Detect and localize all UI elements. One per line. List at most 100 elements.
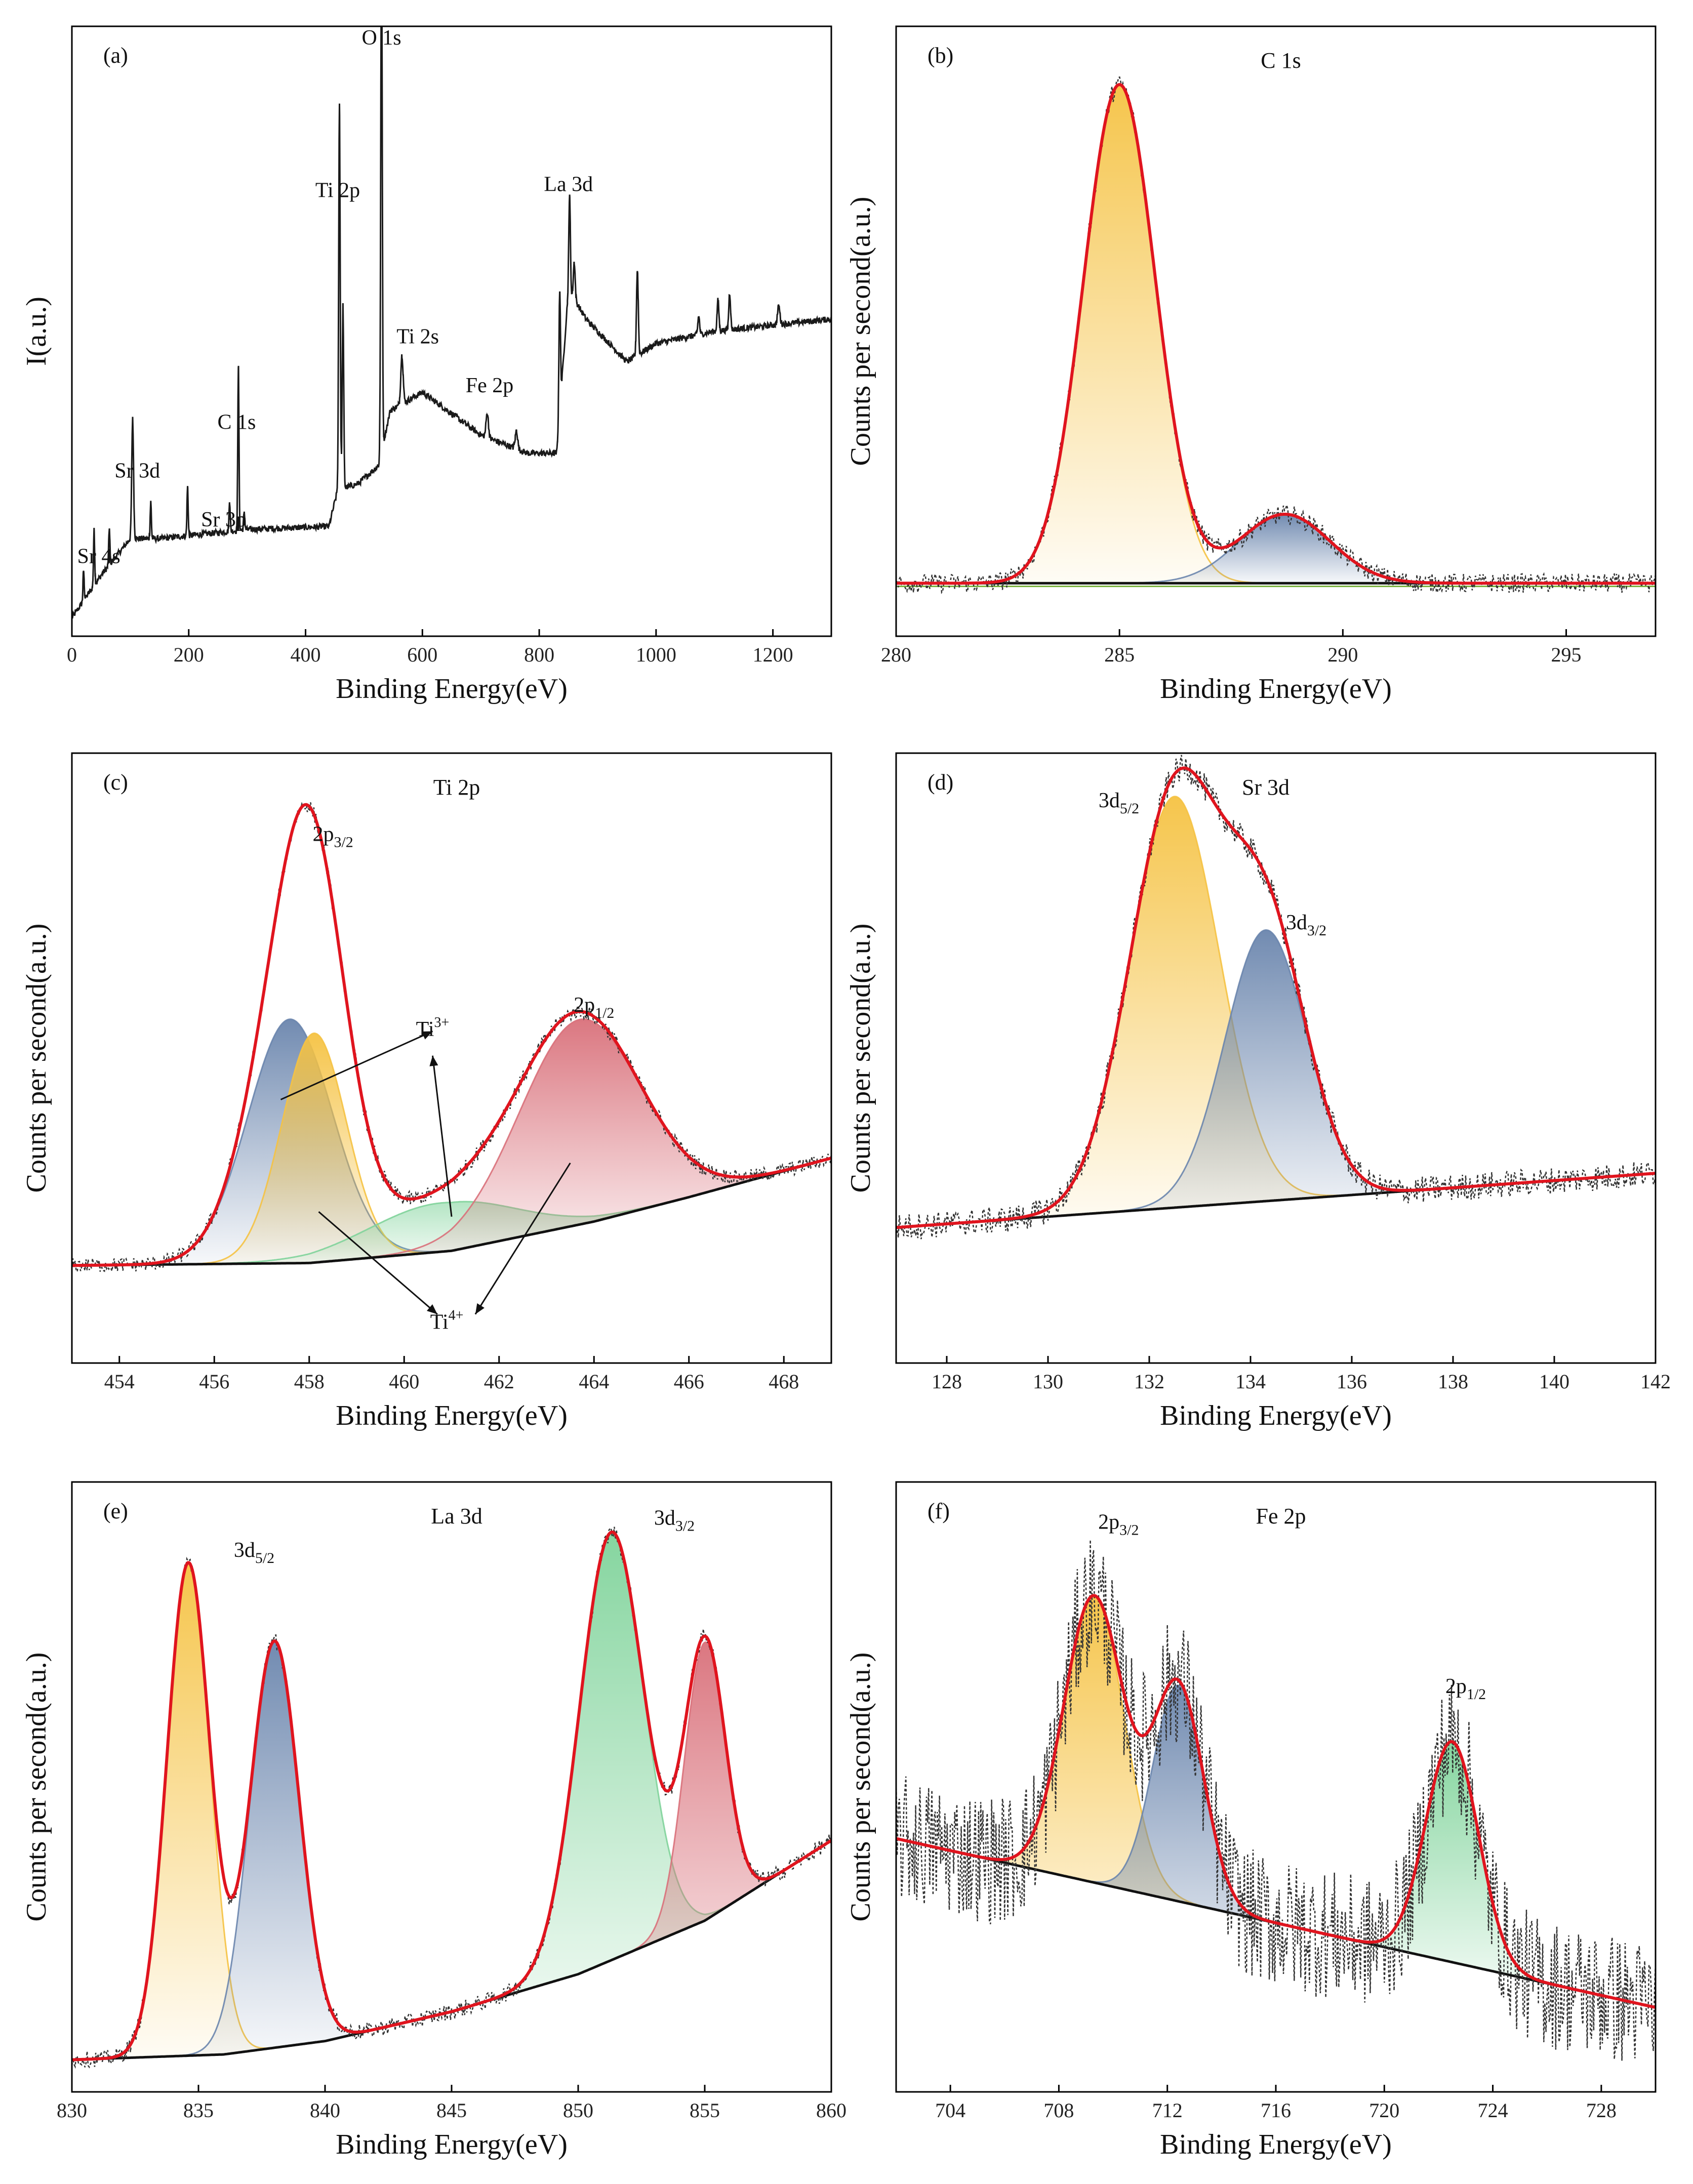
y-axis-label-f: Counts per second(a.u.): [845, 1653, 876, 1922]
peak-label-a-0: Sr 4s: [77, 545, 120, 568]
arrow-head-c-1: [429, 1055, 438, 1066]
x-tick-label-c-6: 466: [674, 1370, 704, 1393]
y-axis-label-b: Counts per second(a.u.): [845, 197, 876, 466]
y-axis-label-a: I(a.u.): [21, 297, 52, 366]
x-tick-label-f-5: 724: [1478, 2099, 1508, 2122]
peak-label-f-0: 2p3/2: [1098, 1511, 1139, 1539]
plot-frame-d: [895, 752, 1657, 1364]
arrow-line-c-3: [474, 1162, 571, 1315]
plot-frame-c: [71, 752, 832, 1364]
panel-e: 830 835 840 845 850 855 860 Binding Energy(eV) C…: [21, 1481, 846, 2160]
panel-tag-d: (d): [928, 770, 953, 795]
panel-c: 454 456 458 460 462 464 466 468 Binding Energy(e…: [21, 752, 832, 1431]
envelope-fit-line-f: [896, 1594, 1656, 2009]
plot-frame-a: [71, 25, 832, 637]
x-tick-label-f-2: 712: [1152, 2099, 1183, 2122]
x-tick-label-d-7: 142: [1640, 1370, 1671, 1393]
panel-tag-e: (e): [103, 1499, 128, 1523]
y-axis-label-e: Counts per second(a.u.): [21, 1653, 52, 1922]
raw-data-line-c: [72, 802, 831, 1273]
x-tick-label-f-4: 720: [1369, 2099, 1399, 2122]
x-tick-label-c-0: 454: [104, 1370, 135, 1393]
peak-label-c-2: Ti3+: [416, 1015, 450, 1041]
x-tick-label-a-5: 1000: [636, 643, 676, 666]
peak-label-a-8: La 3d: [544, 173, 593, 196]
x-tick-label-d-5: 138: [1438, 1370, 1468, 1393]
arrow-line-c-1: [432, 1055, 453, 1217]
arrow-line-c-2: [318, 1211, 438, 1315]
peak-label-e-1: 3d3/2: [654, 1507, 695, 1535]
x-axis-label-c: Binding Energy(eV): [336, 1400, 568, 1431]
survey-spectrum-line: [72, 26, 831, 619]
x-tick-label-b-2: 290: [1327, 643, 1358, 666]
x-tick-label-a-6: 1200: [753, 643, 793, 666]
peak-label-a-6: Ti 2s: [396, 325, 439, 349]
raw-data-line-b: [896, 76, 1656, 594]
panel-title-d: Sr 3d: [1242, 775, 1289, 800]
panel-a: 0 200 400 600 800 1000 1200 Binding Energy(eV) I…: [21, 25, 832, 705]
x-tick-label-c-7: 468: [769, 1370, 799, 1393]
envelope-fit-line-c: [72, 803, 831, 1267]
x-axis-label-e: Binding Energy(eV): [336, 2129, 568, 2160]
arrow-head-c-2: [426, 1304, 437, 1314]
plot-frame-b: [895, 25, 1657, 637]
x-tick-label-b-3: 295: [1551, 643, 1582, 666]
x-tick-label-a-3: 600: [407, 643, 437, 666]
x-tick-label-d-2: 132: [1134, 1370, 1164, 1393]
arrow-line-c-0: [280, 1031, 433, 1100]
envelope-fit-line-d: [896, 766, 1656, 1229]
peak-label-a-4: Ti 2p: [315, 179, 360, 202]
peak-label-a-5: O 1s: [361, 26, 401, 50]
plot-frame-f: [895, 1481, 1657, 2093]
peak-label-d-0: 3d5/2: [1099, 789, 1139, 817]
x-tick-label-e-3: 845: [436, 2099, 467, 2122]
x-tick-label-d-4: 136: [1337, 1370, 1367, 1393]
x-tick-label-d-1: 130: [1033, 1370, 1063, 1393]
x-tick-label-d-6: 140: [1539, 1370, 1569, 1393]
raw-data-line-f: [896, 1540, 1656, 2061]
baseline-c: [72, 1157, 831, 1267]
plot-area-c: [72, 802, 831, 1273]
component-peak-f-2: [896, 1684, 1656, 2008]
x-tick-label-a-0: 0: [67, 643, 77, 666]
x-tick-label-c-5: 464: [579, 1370, 609, 1393]
plot-area-a: [72, 26, 831, 619]
x-tick-label-e-4: 850: [563, 2099, 593, 2122]
y-axis-label-d: Counts per second(a.u.): [845, 924, 876, 1193]
y-axis-label-c: Counts per second(a.u.): [21, 924, 52, 1193]
panel-tag-b: (b): [928, 43, 953, 68]
x-axis-label-f: Binding Energy(eV): [1160, 2129, 1392, 2160]
x-axis-label-b: Binding Energy(eV): [1160, 673, 1392, 705]
panel-title-e: La 3d: [431, 1504, 482, 1529]
plot-area-e: [72, 1527, 831, 2069]
x-tick-label-e-6: 860: [816, 2099, 846, 2122]
x-tick-label-f-1: 708: [1043, 2099, 1074, 2122]
panel-f: 704 708 712 716 720 724 728 Binding Energy(eV) C…: [845, 1481, 1657, 2160]
x-tick-label-d-0: 128: [932, 1370, 962, 1393]
peak-label-d-1: 3d3/2: [1286, 911, 1326, 939]
panel-tag-c: (c): [103, 770, 128, 795]
x-tick-label-a-2: 400: [291, 643, 321, 666]
x-axis-label-a: Binding Energy(eV): [336, 673, 568, 705]
plot-area-b: [896, 76, 1656, 594]
panel-tag-f: (f): [928, 1499, 950, 1523]
arrow-head-c-3: [475, 1303, 485, 1314]
panel-title-f: Fe 2p: [1256, 1504, 1306, 1529]
panel-title-b: C 1s: [1261, 48, 1301, 73]
x-tick-label-f-6: 728: [1586, 2099, 1617, 2122]
peak-label-c-1: 2p1/2: [574, 994, 614, 1021]
panel-b: 280 285 290 295 Binding Energy(eV) Counts per…: [845, 25, 1657, 705]
component-peak-b-1: [896, 84, 1656, 584]
envelope-fit-line-b: [896, 83, 1656, 585]
x-axis-label-d: Binding Energy(eV): [1160, 1400, 1392, 1431]
x-tick-label-e-0: 830: [57, 2099, 87, 2122]
x-tick-label-e-5: 855: [690, 2099, 720, 2122]
x-tick-label-d-3: 134: [1235, 1370, 1266, 1393]
peak-label-f-1: 2p1/2: [1445, 1675, 1486, 1703]
peak-label-a-1: Sr 3d: [114, 460, 160, 483]
x-tick-label-e-1: 835: [183, 2099, 214, 2122]
peak-label-a-3: C 1s: [217, 410, 256, 434]
x-tick-label-c-4: 462: [484, 1370, 514, 1393]
plot-area-f: [896, 1540, 1656, 2061]
panel-tag-a: (a): [103, 43, 128, 68]
